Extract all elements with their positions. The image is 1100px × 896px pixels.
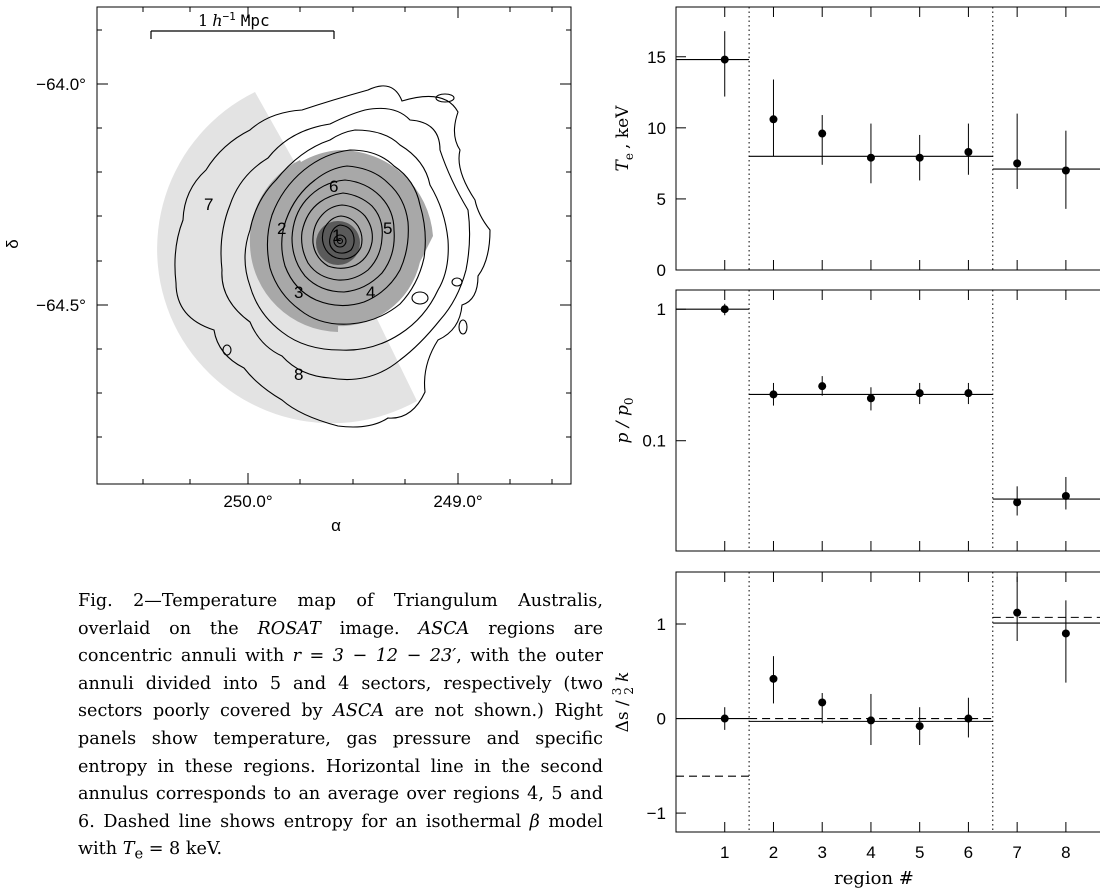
y-axis-label-part: e [622, 153, 636, 160]
map-xlabel: α [331, 516, 341, 535]
x-tick-label: 4 [866, 843, 875, 862]
y-axis-label-part: 3 [610, 688, 624, 696]
region-label-6: 6 [329, 177, 338, 196]
scale-bar: 1 h−1 Mpc [150, 10, 335, 39]
region-labels: 1 2 3 4 5 6 7 8 [204, 177, 392, 384]
map-frame [96, 6, 572, 485]
region-label-1: 1 [332, 226, 341, 245]
data-point [964, 714, 973, 723]
region-label-5: 5 [383, 219, 392, 238]
data-point [1013, 159, 1022, 168]
data-point [720, 55, 729, 64]
middle-annulus-sector-left [249, 160, 340, 332]
temperature-map: 1 h−1 Mpc 1 2 3 4 5 6 7 8 −64.0° −64.5° 25… [3, 6, 572, 535]
map-ylabel: δ [3, 239, 22, 248]
y-tick-label: 5 [657, 190, 666, 209]
data-point [964, 389, 973, 398]
y-tick-label: 1 [657, 300, 666, 319]
x-tick-label: 3 [817, 843, 826, 862]
panel-frame [675, 571, 1100, 833]
y-axis-label-part: k [613, 672, 633, 682]
data-point [818, 698, 827, 707]
data-point [964, 148, 973, 157]
map-sector-shading [157, 92, 433, 424]
y-axis-label: p / p0 [613, 398, 636, 444]
y-axis-label-part: Δs / [613, 700, 633, 732]
y-tick-label: 0 [657, 261, 666, 280]
y-tick-label: 0.1 [642, 432, 666, 451]
data-point [769, 674, 778, 683]
y-tick-label: 1 [657, 615, 666, 634]
y-axis-label-part: T [613, 158, 633, 171]
panel-frame [675, 6, 1100, 271]
map-ytick-label: −64.0° [36, 75, 86, 94]
map-ytick-label: −64.5° [36, 296, 86, 315]
x-tick-label: 6 [964, 843, 973, 862]
region-label-3: 3 [294, 283, 303, 302]
data-point [818, 382, 827, 391]
map-xtick-label: 249.0° [433, 492, 482, 511]
data-point [1061, 166, 1070, 175]
y-axis-label-part: 0 [622, 398, 636, 406]
caption-label: Fig. 2 [78, 591, 145, 611]
x-tick-label: 5 [915, 843, 924, 862]
map-xtick-label: 250.0° [223, 492, 272, 511]
data-point [866, 394, 875, 403]
region-label-4: 4 [366, 283, 375, 302]
data-point [720, 714, 729, 723]
data-point [915, 153, 924, 162]
region-label-8: 8 [294, 365, 303, 384]
x-tick-label: 2 [769, 843, 778, 862]
region-label-7: 7 [204, 195, 213, 214]
data-point [1061, 629, 1070, 638]
y-tick-label: 0 [657, 710, 666, 729]
panel-temperature: 0 5 10 15 Te , keV [613, 6, 1100, 280]
x-tick-label: 7 [1012, 843, 1021, 862]
data-point [1061, 491, 1070, 500]
y-axis-label-part: p / p [613, 405, 633, 443]
scale-bar-label: 1 h−1 Mpc [198, 10, 270, 30]
y-tick-label: −1 [647, 804, 666, 823]
data-point [818, 129, 827, 138]
y-axis-label-part: , keV [613, 105, 633, 149]
panel-frame [675, 289, 1100, 552]
x-tick-label: 1 [720, 843, 729, 862]
data-point [915, 389, 924, 398]
data-point [769, 115, 778, 124]
data-point [1013, 498, 1022, 507]
data-point [866, 716, 875, 725]
y-axis-label: Δs / 32 k [610, 672, 636, 733]
data-point [1013, 608, 1022, 617]
y-tick-label: 10 [647, 119, 666, 138]
map-ticks [97, 7, 571, 484]
caption-text: Fig. 2—Temperature map of Triangulum Aus… [78, 591, 603, 863]
x-ray-contours [174, 85, 491, 428]
data-point [866, 153, 875, 162]
data-point [720, 305, 729, 314]
x-tick-label: 8 [1061, 843, 1070, 862]
y-axis-label: Te , keV [613, 105, 636, 172]
data-point [769, 390, 778, 399]
data-point [915, 722, 924, 731]
y-tick-label: 15 [647, 48, 666, 67]
region-label-2: 2 [277, 219, 286, 238]
y-axis-label-part: 2 [622, 687, 636, 695]
x-axis-label: region # [834, 868, 914, 889]
panel-pressure: 1 0.1 p / p0 [613, 289, 1100, 552]
figure-caption: Fig. 2—Temperature map of Triangulum Aus… [78, 588, 603, 888]
